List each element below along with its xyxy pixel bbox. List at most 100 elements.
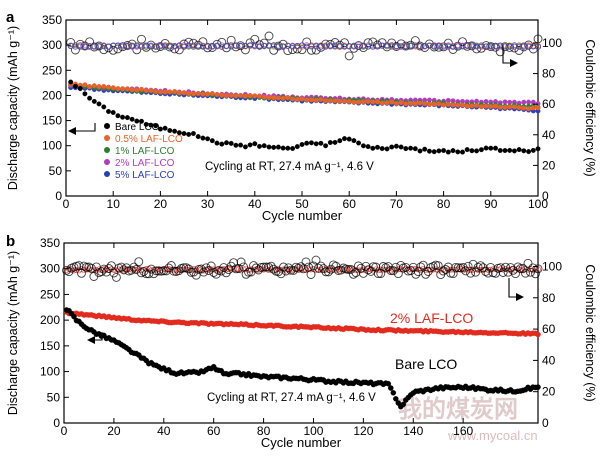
y-tick-label: 200 [40, 313, 60, 327]
ce-point-bare-lco [346, 264, 356, 274]
capacity-point-bare-lco [436, 148, 442, 154]
capacity-point-0-5-laf-lco [318, 97, 324, 103]
ce-point-bare-lco [306, 45, 316, 55]
capacity-point-bare-lco [535, 146, 541, 152]
y2-tick-label: 60 [542, 97, 556, 111]
capacity-point-bare-lco [96, 101, 102, 107]
capacity-point-0-5-laf-lco [224, 93, 229, 98]
ce-point-5-laf-lco [421, 43, 428, 50]
ce-point-bare-lco [191, 270, 201, 280]
capacity-point-bare-lco [82, 91, 88, 97]
left-axis-arrowhead [87, 336, 95, 344]
capacity-point-bare-lco [535, 384, 541, 390]
capacity-point-bare-lco [511, 148, 517, 154]
series-label: 2% LAF-LCO [390, 310, 473, 326]
ce-point-bare-lco [471, 267, 481, 277]
y-tick-label: 0 [53, 416, 60, 430]
capacity-point-bare-lco [219, 141, 225, 147]
ce-point-5-laf-lco [341, 43, 348, 50]
capacity-point-0-5-laf-lco [431, 101, 437, 107]
ce-point-bare-lco [198, 37, 208, 47]
x-tick-label: 40 [248, 197, 262, 211]
x-tick-label: 80 [437, 197, 451, 211]
ce-point-bare-lco [221, 268, 231, 278]
capacity-point-0-5-laf-lco [209, 91, 215, 97]
capacity-point-bare-lco [299, 142, 305, 147]
x-tick-label: 60 [343, 197, 357, 211]
capacity-point-bare-lco [247, 142, 253, 148]
ce-point-bare-lco [174, 45, 184, 55]
ce-point-bare-lco [340, 38, 349, 48]
ce-point-bare-lco [129, 262, 139, 272]
capacity-point-bare-lco [124, 115, 130, 121]
ce-point-bare-lco [206, 261, 216, 271]
capacity-point-0-5-laf-lco [530, 105, 536, 111]
x-axis-title: Cycle number [261, 435, 342, 450]
capacity-point-0-5-laf-lco [195, 91, 201, 96]
capacity-point-0-5-laf-lco [408, 100, 414, 106]
ce-point-bare-lco [137, 34, 146, 44]
capacity-point-bare-lco [474, 148, 480, 154]
ce-point-bare-lco [321, 267, 331, 277]
capacity-point-bare-lco [261, 143, 267, 149]
capacity-point-0-5-laf-lco [148, 88, 154, 93]
y2-tick-label: 80 [542, 67, 556, 81]
ce-point-bare-lco [256, 262, 266, 272]
legend-label: 0.5% LAF-LCO [115, 134, 183, 145]
capacity-point-0-5-laf-lco [115, 86, 121, 92]
ce-point-bare-lco [473, 262, 483, 272]
ce-point-bare-lco [296, 262, 306, 272]
capacity-point-0-5-laf-lco [403, 101, 409, 107]
capacity-point-bare-lco [224, 140, 229, 146]
capacity-point-0-5-laf-lco [460, 102, 465, 108]
ce-point-5-laf-lco [96, 43, 102, 50]
ce-point-5-laf-lco [100, 43, 107, 50]
capacity-point-bare-lco [516, 147, 522, 153]
ce-point-2-laf-lco [511, 43, 518, 50]
ce-point-5-laf-lco [266, 42, 272, 49]
capacity-point-bare-lco [431, 149, 437, 155]
capacity-point-0-5-laf-lco [290, 96, 296, 102]
ce-point-5-laf-lco [247, 42, 254, 49]
ce-point-5-laf-lco [407, 43, 414, 50]
capacity-point-bare-lco [157, 126, 163, 132]
x-tick-label: 60 [207, 424, 221, 438]
ce-point-5-laf-lco [176, 42, 183, 49]
capacity-point-0-5-laf-lco [365, 99, 371, 104]
capacity-point-bare-lco [526, 149, 532, 155]
conditions-annotation: Cycling at RT, 27.4 mA g⁻¹, 4.6 V [207, 392, 376, 404]
ce-point-bare-lco [483, 268, 493, 278]
ce-point-bare-lco [411, 269, 421, 279]
capacity-point-bare-lco [242, 144, 248, 150]
capacity-point-bare-lco [308, 140, 314, 146]
series-label: Bare LCO [395, 356, 457, 372]
y-axis-title: Discharge capacity (mAh g⁻¹) [6, 251, 20, 415]
ce-point-5-laf-lco [440, 43, 447, 50]
capacity-point-0-5-laf-lco [417, 100, 423, 106]
ce-point-5-laf-lco [232, 42, 239, 49]
ce-point-5-laf-lco [398, 43, 405, 50]
ce-point-5-laf-lco [152, 43, 159, 50]
ce-point-5-laf-lco [204, 42, 211, 49]
capacity-point-bare-lco [214, 140, 220, 146]
capacity-point-bare-lco [304, 140, 310, 146]
ce-point-bare-lco [516, 264, 525, 274]
capacity-point-0-5-laf-lco [101, 83, 107, 89]
ce-point-bare-lco [330, 38, 340, 47]
capacity-point-0-5-laf-lco [214, 92, 220, 98]
x-tick-label: 40 [157, 424, 171, 438]
capacity-point-bare-lco [120, 114, 126, 120]
y2-tick-label: 60 [542, 322, 556, 336]
ce-point-5-laf-lco [530, 43, 537, 50]
ce-point-bare-lco [276, 269, 286, 279]
capacity-point-0-5-laf-lco [190, 91, 196, 97]
ce-point-bare-lco [523, 258, 533, 268]
x-tick-label: 10 [107, 197, 121, 211]
capacity-point-0-5-laf-lco [521, 105, 527, 111]
ce-point-bare-lco [284, 263, 293, 273]
ce-point-5-laf-lco [195, 42, 202, 49]
capacity-point-bare-lco [106, 109, 111, 114]
capacity-point-bare-lco [186, 131, 192, 137]
capacity-point-bare-lco [162, 125, 168, 131]
y-tick-label: 50 [47, 390, 61, 404]
